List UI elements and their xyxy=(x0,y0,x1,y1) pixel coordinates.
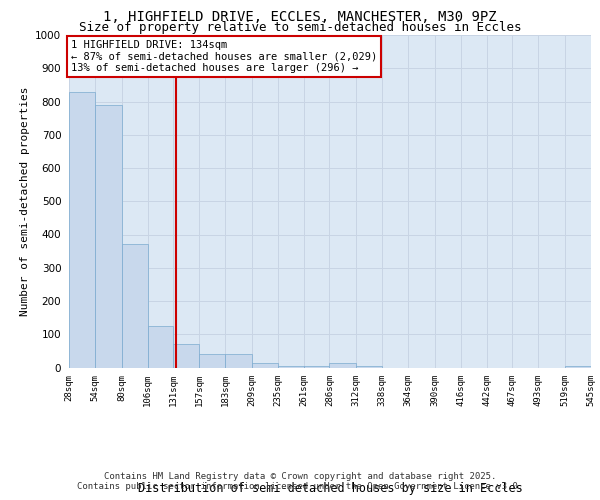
Text: 1 HIGHFIELD DRIVE: 134sqm
← 87% of semi-detached houses are smaller (2,029)
13% : 1 HIGHFIELD DRIVE: 134sqm ← 87% of semi-… xyxy=(71,40,377,73)
Bar xyxy=(304,366,329,368)
Text: 1, HIGHFIELD DRIVE, ECCLES, MANCHESTER, M30 9PZ: 1, HIGHFIELD DRIVE, ECCLES, MANCHESTER, … xyxy=(103,10,497,24)
Text: Size of property relative to semi-detached houses in Eccles: Size of property relative to semi-detach… xyxy=(79,21,521,34)
Bar xyxy=(122,244,148,368)
Bar xyxy=(173,344,199,368)
Bar xyxy=(95,105,122,368)
Bar xyxy=(199,354,226,368)
Bar xyxy=(356,366,382,368)
Bar xyxy=(226,354,252,368)
Bar xyxy=(148,326,173,368)
Text: Contains HM Land Registry data © Crown copyright and database right 2025.
Contai: Contains HM Land Registry data © Crown c… xyxy=(77,472,523,491)
Bar xyxy=(329,362,356,368)
X-axis label: Distribution of semi-detached houses by size in Eccles: Distribution of semi-detached houses by … xyxy=(137,482,523,496)
Bar xyxy=(278,366,304,368)
Y-axis label: Number of semi-detached properties: Number of semi-detached properties xyxy=(20,86,29,316)
Bar xyxy=(69,92,95,368)
Bar xyxy=(252,362,278,368)
Bar xyxy=(565,366,591,368)
